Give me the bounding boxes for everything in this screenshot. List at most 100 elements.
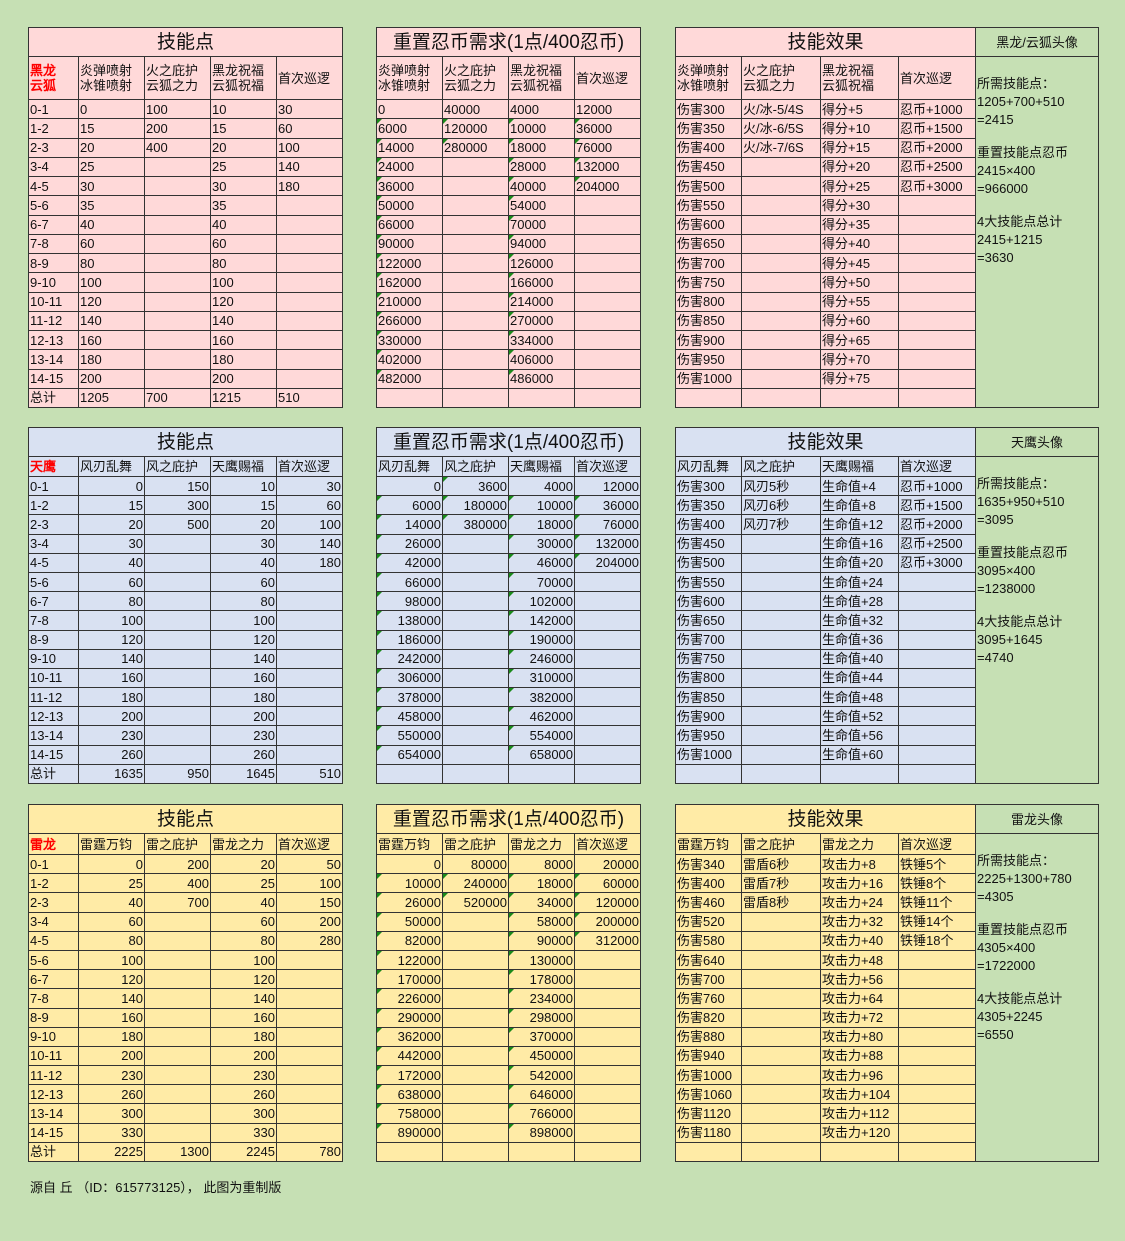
effect-value (898, 1103, 977, 1124)
effect-value (898, 1122, 977, 1143)
column-header: 雷龙之力 (820, 833, 900, 855)
skill-point-value: 510 (275, 387, 344, 409)
reset-cost-value (574, 687, 642, 708)
effect-value: 伤害760 (675, 988, 743, 1009)
reset-cost-value (442, 1141, 510, 1163)
skill-point-value: 330 (210, 1122, 277, 1143)
effect-value (741, 195, 822, 216)
effect-value: 伤害1000 (675, 1065, 743, 1086)
reset-cost-value (442, 571, 510, 593)
reset-cost-value: 554000 (508, 725, 576, 746)
table-row: 1-2 25 400 25 100 10000 240000 18000 60000 伤害400 雷… (28, 873, 1099, 894)
skill-point-value: 510 (275, 763, 344, 785)
level-range: 10-11 (28, 1045, 79, 1067)
skill-point-value (275, 1084, 344, 1105)
reset-cost-value (442, 1122, 510, 1143)
reset-cost-value (574, 329, 642, 351)
skill-point-value: 120 (210, 291, 277, 312)
spacer-column (342, 27, 378, 408)
skill-point-value (144, 969, 211, 990)
level-range: 12-13 (28, 1084, 79, 1105)
effect-value: 伤害940 (675, 1045, 743, 1067)
level-range: 6-7 (28, 214, 79, 235)
effect-value (741, 1026, 822, 1047)
spacer-column (342, 804, 378, 1162)
reset-cost-value: 138000 (376, 610, 444, 631)
level-range: 8-9 (28, 252, 79, 274)
skill-point-value: 140 (78, 988, 145, 1009)
effect-value: 伤害850 (675, 310, 743, 332)
skill-point-value: 40 (210, 892, 277, 913)
skill-point-value (144, 744, 211, 765)
effect-value (898, 1026, 977, 1047)
table-row: 12-13 200 200 458000 462000 伤害900 生命值+52 (28, 706, 1099, 727)
skill-points-title: 技能点 (27, 804, 344, 834)
reset-cost-value (376, 387, 444, 409)
effect-value: 伤害800 (675, 667, 743, 689)
effect-value (898, 329, 977, 351)
column-header: 风之庇护 (741, 456, 822, 477)
effect-value: 忍币+1500 (898, 118, 977, 139)
skill-point-value: 100 (78, 272, 145, 293)
effect-value: 伤害400 (675, 514, 743, 535)
reset-cost-value (442, 233, 510, 255)
skill-point-value (275, 233, 344, 255)
effect-value (898, 648, 977, 669)
effect-value: 伤害820 (675, 1007, 743, 1028)
table-row: 5-6 35 35 50000 54000 伤害550 得分+30 (28, 195, 1099, 216)
reset-cost-value: 18000 (508, 137, 576, 158)
skill-point-value: 280 (275, 930, 344, 951)
level-range: 0-1 (28, 98, 79, 120)
reset-cost-value: 36000 (574, 495, 642, 516)
skill-point-value: 100 (78, 949, 145, 971)
column-header: 雷龙之力 (508, 833, 576, 855)
reset-cost-value (574, 387, 642, 409)
effect-value: 伤害350 (675, 495, 743, 516)
effect-value (898, 368, 977, 389)
skill-point-value: 1645 (210, 763, 277, 785)
level-range: 3-4 (28, 533, 79, 554)
skill-point-value: 260 (78, 1084, 145, 1105)
effect-value: 攻击力+64 (820, 988, 900, 1009)
effect-value (741, 610, 822, 631)
skill-point-value (275, 744, 344, 765)
reset-cost-value (442, 744, 510, 765)
reset-cost-value: 120000 (442, 118, 510, 139)
reset-cost-value: 178000 (508, 969, 576, 990)
skill-point-value (144, 214, 211, 235)
skill-point-value: 30 (78, 175, 145, 197)
effect-value: 忍币+2000 (898, 514, 977, 535)
table-row: 1-2 15 300 15 60 6000 180000 10000 36000 伤害350 风刃6… (28, 495, 1099, 516)
skill-point-value: 200 (78, 1045, 145, 1067)
column-header: 首次巡逻 (275, 56, 344, 100)
reset-cost-value (508, 387, 576, 409)
skill-point-value: 180 (275, 552, 344, 573)
effect-value: 得分+5 (820, 98, 900, 120)
reset-cost-value (442, 195, 510, 216)
reset-cost-value (442, 648, 510, 669)
skill-point-value: 20 (210, 853, 277, 875)
reset-cost-value (574, 1103, 642, 1124)
effect-value: 伤害650 (675, 233, 743, 255)
reset-cost-value (574, 706, 642, 727)
effect-value: 攻击力+32 (820, 911, 900, 932)
column-header: 天鹰赐福 (508, 456, 576, 477)
level-range: 5-6 (28, 571, 79, 593)
effect-value: 生命值+52 (820, 706, 900, 727)
level-range: 总计 (28, 387, 79, 409)
skill-point-value: 35 (210, 195, 277, 216)
skill-point-value: 80 (210, 591, 277, 612)
reset-cost-value (442, 1065, 510, 1086)
total-row: 总计 1635 950 1645 510 (28, 763, 1099, 785)
effect-value (741, 1084, 822, 1105)
effect-value: 风刃7秒 (741, 514, 822, 535)
reset-cost-value (574, 1084, 642, 1105)
skill-point-value: 400 (144, 873, 211, 894)
reset-cost-value (574, 233, 642, 255)
table-row: 3-4 25 25 140 24000 28000 132000 伤害450 得分+20 忍币+2… (28, 156, 1099, 178)
reset-cost-value: 166000 (508, 272, 576, 293)
reset-cost-value: 76000 (574, 137, 642, 158)
effect-value: 风刃6秒 (741, 495, 822, 516)
skill-point-value: 200 (144, 118, 211, 139)
summary-note: 重置技能点忍币 2415×400 =966000 (977, 145, 1069, 196)
